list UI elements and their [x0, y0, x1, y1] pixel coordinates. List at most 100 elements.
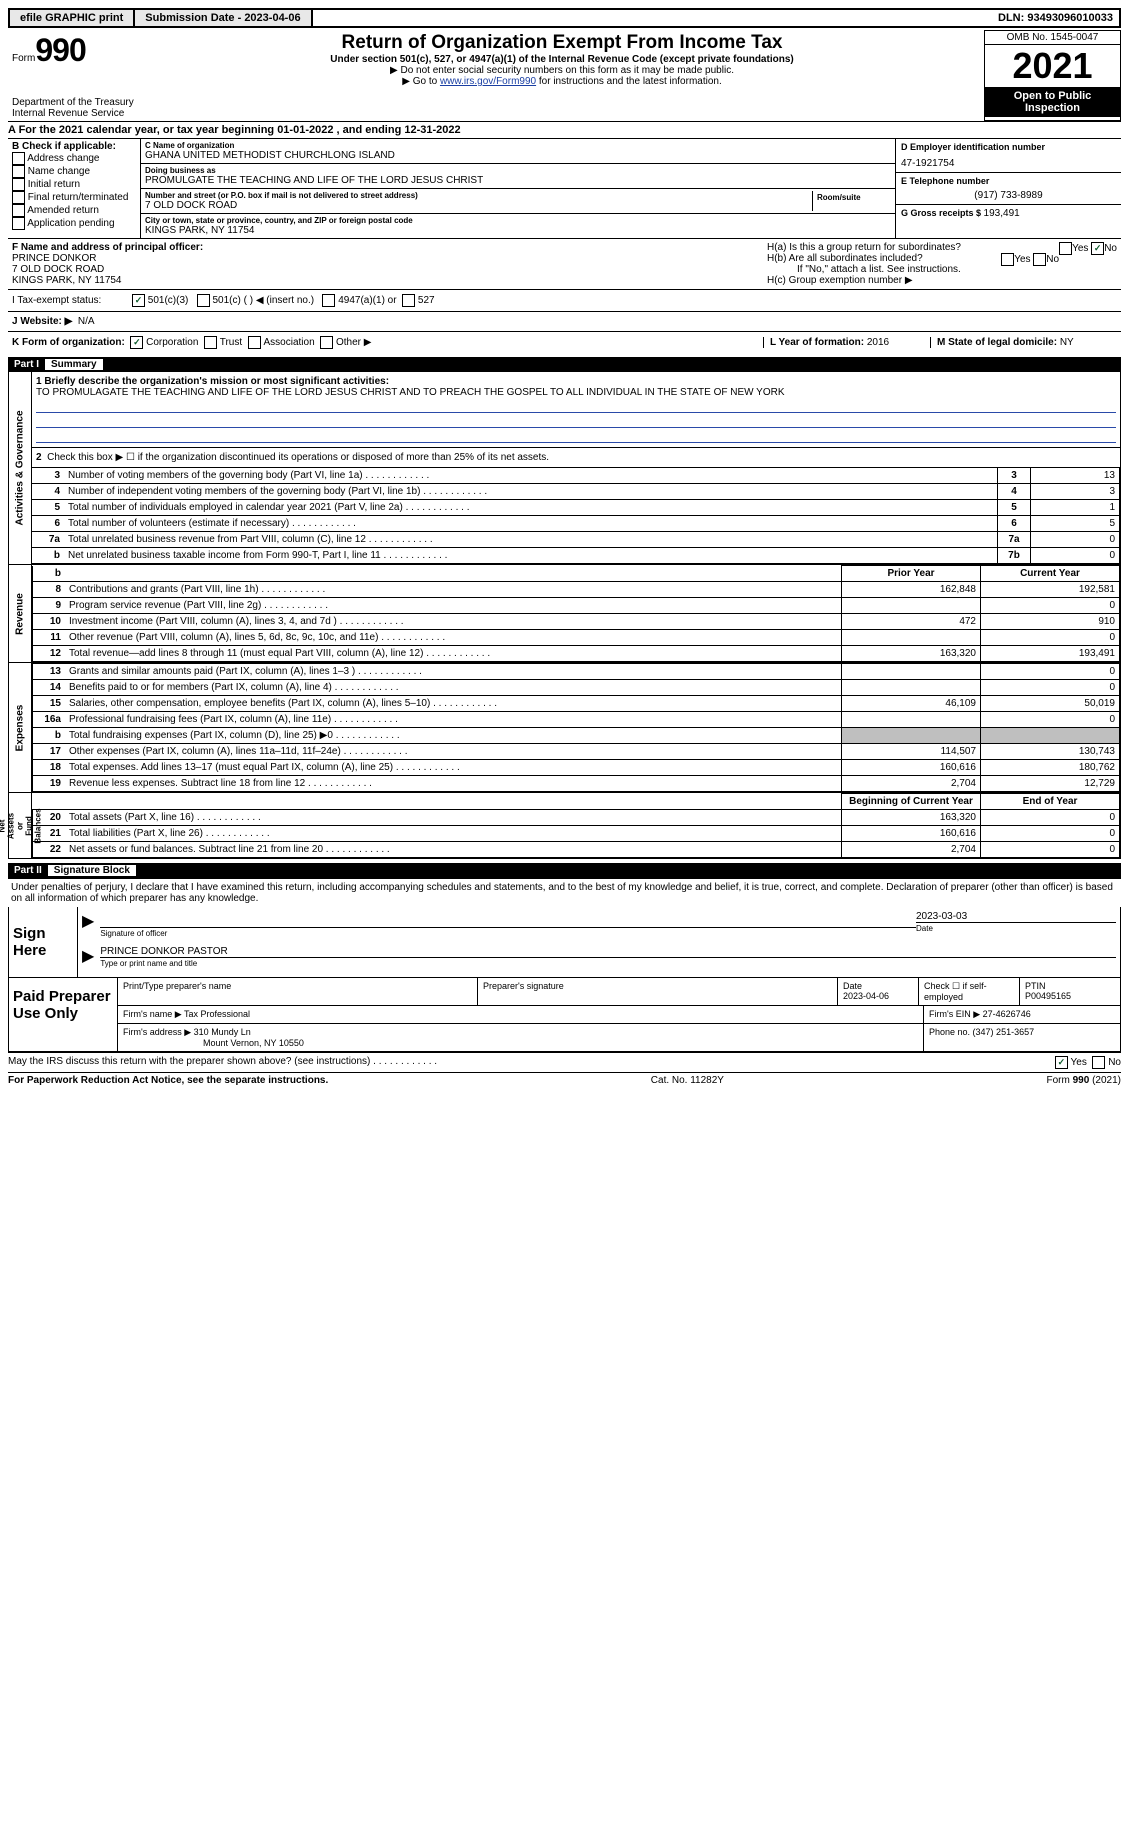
- website-label: J Website: ▶: [12, 316, 72, 327]
- corp-checkbox[interactable]: [130, 336, 143, 349]
- f-h-row: F Name and address of principal officer:…: [8, 238, 1121, 289]
- part-1-num: Part I: [14, 359, 45, 370]
- dba-value: PROMULGATE THE TEACHING AND LIFE OF THE …: [145, 175, 891, 186]
- exp-sidelabel: Expenses: [15, 704, 26, 751]
- status-label: I Tax-exempt status:: [12, 295, 132, 306]
- b-checkbox-item: Amended return: [12, 204, 136, 217]
- b-header: B Check if applicable:: [12, 141, 136, 152]
- period-row: A For the 2021 calendar year, or tax yea…: [8, 121, 1121, 138]
- sig-date: 2023-03-03: [916, 911, 1116, 922]
- gross-value: 193,491: [984, 208, 1020, 219]
- tel-value: (917) 733-8989: [901, 186, 1116, 201]
- sig-name-label: Type or print name and title: [100, 957, 1116, 968]
- city-label: City or town, state or province, country…: [145, 216, 891, 225]
- irs-discuss-row: May the IRS discuss this return with the…: [8, 1052, 1121, 1072]
- discuss-no-checkbox[interactable]: [1092, 1056, 1105, 1069]
- room-label: Room/suite: [817, 193, 887, 202]
- m-label: M State of legal domicile:: [937, 337, 1060, 348]
- city-value: KINGS PARK, NY 11754: [145, 225, 891, 236]
- paid-label: Paid Preparer Use Only: [9, 978, 118, 1051]
- gross-label: G Gross receipts $: [901, 208, 984, 218]
- ha-no-checkbox[interactable]: [1091, 242, 1104, 255]
- line-2: 2 Check this box ▶ ☐ if the organization…: [32, 448, 1120, 467]
- rev-sidelabel: Revenue: [15, 593, 26, 635]
- self-employed-check: Check ☐ if self-employed: [919, 978, 1020, 1005]
- irs-discuss-question: May the IRS discuss this return with the…: [8, 1056, 437, 1069]
- officer-addr2: KINGS PARK, NY 11754: [12, 275, 767, 286]
- pra-notice: For Paperwork Reduction Act Notice, see …: [8, 1075, 328, 1086]
- form-header: Form990 Department of the Treasury Inter…: [8, 30, 1121, 121]
- ha-yes-checkbox[interactable]: [1059, 242, 1072, 255]
- 4947-checkbox[interactable]: [322, 294, 335, 307]
- website-value: N/A: [78, 316, 95, 327]
- preparer-sig-hdr: Preparer's signature: [478, 978, 838, 1005]
- k-label: K Form of organization:: [12, 337, 125, 348]
- firm-name: Tax Professional: [184, 1009, 250, 1019]
- k-l-m-row: K Form of organization: Corporation Trus…: [8, 331, 1121, 353]
- open-inspection: Open to Public Inspection: [985, 87, 1120, 117]
- part-1-header: Part I Summary: [8, 357, 1121, 372]
- dept-label: Department of the Treasury Internal Reve…: [12, 97, 136, 119]
- hb-no-checkbox[interactable]: [1033, 253, 1046, 266]
- officer-addr1: 7 OLD DOCK ROAD: [12, 264, 767, 275]
- 501c3-checkbox[interactable]: [132, 294, 145, 307]
- sign-here-label: Sign Here: [9, 907, 78, 977]
- preparer-date: 2023-04-06: [843, 991, 889, 1001]
- expenses-section: Expenses 13Grants and similar amounts pa…: [8, 663, 1121, 793]
- mission-text: TO PROMULAGATE THE TEACHING AND LIFE OF …: [36, 387, 1116, 398]
- street-value: 7 OLD DOCK ROAD: [145, 200, 812, 211]
- ein-value: 47-1921754: [901, 152, 1116, 169]
- tax-year: 2021: [985, 45, 1120, 87]
- 501c-checkbox[interactable]: [197, 294, 210, 307]
- revenue-section: Revenue bPrior YearCurrent Year8Contribu…: [8, 565, 1121, 663]
- other-checkbox[interactable]: [320, 336, 333, 349]
- expenses-table: 13Grants and similar amounts paid (Part …: [32, 663, 1120, 792]
- firm-ein: 27-4626746: [983, 1009, 1031, 1019]
- gov-sidelabel: Activities & Governance: [15, 410, 26, 525]
- part-2-title: Signature Block: [48, 865, 136, 876]
- footer-line: For Paperwork Reduction Act Notice, see …: [8, 1072, 1121, 1086]
- ein-label: D Employer identification number: [901, 142, 1116, 152]
- hc-row: H(c) Group exemption number ▶: [767, 275, 1117, 286]
- sign-here-block: Sign Here ▶ Signature of officer 2023-03…: [8, 907, 1121, 978]
- paid-preparer-block: Paid Preparer Use Only Print/Type prepar…: [8, 978, 1121, 1052]
- firm-addr2: Mount Vernon, NY 10550: [123, 1038, 304, 1048]
- org-name: GHANA UNITED METHODIST CHURCHLONG ISLAND: [145, 150, 891, 161]
- tel-label: E Telephone number: [901, 176, 1116, 186]
- discuss-yes-checkbox[interactable]: [1055, 1056, 1068, 1069]
- b-checkbox-item: Final return/terminated: [12, 191, 136, 204]
- tax-status-row: I Tax-exempt status: 501(c)(3) 501(c) ( …: [8, 289, 1121, 311]
- trust-checkbox[interactable]: [204, 336, 217, 349]
- mission-label: 1 Briefly describe the organization's mi…: [36, 376, 1116, 387]
- irs-link[interactable]: www.irs.gov/Form990: [440, 76, 536, 87]
- b-checkbox-item: Initial return: [12, 178, 136, 191]
- street-label: Number and street (or P.O. box if mail i…: [145, 191, 812, 200]
- org-name-label: C Name of organization: [145, 141, 891, 150]
- hb-yes-checkbox[interactable]: [1001, 253, 1014, 266]
- m-value: NY: [1060, 337, 1074, 348]
- dba-label: Doing business as: [145, 166, 891, 175]
- cat-number: Cat. No. 11282Y: [651, 1075, 724, 1086]
- 527-checkbox[interactable]: [402, 294, 415, 307]
- b-checkbox-item: Address change: [12, 152, 136, 165]
- governance-table: 3Number of voting members of the governi…: [32, 467, 1120, 564]
- ha-row: H(a) Is this a group return for subordin…: [767, 242, 1117, 253]
- efile-label: efile GRAPHIC print: [10, 10, 135, 26]
- sig-date-label: Date: [916, 922, 1116, 933]
- netassets-section: Net Assets or Fund Balances Beginning of…: [8, 793, 1121, 859]
- dln-label: DLN: 93493096010033: [992, 10, 1119, 26]
- activities-governance-section: Activities & Governance 1 Briefly descri…: [8, 372, 1121, 565]
- form-note-2: ▶ Go to www.irs.gov/Form990 for instruct…: [146, 76, 978, 87]
- submission-date: Submission Date - 2023-04-06: [135, 10, 312, 26]
- part-2-header: Part II Signature Block: [8, 863, 1121, 878]
- officer-name: PRINCE DONKOR: [12, 253, 767, 264]
- form-subtitle: Under section 501(c), 527, or 4947(a)(1)…: [146, 54, 978, 65]
- website-row: J Website: ▶ N/A: [8, 311, 1121, 331]
- ptin-value: P00495165: [1025, 991, 1071, 1001]
- section-b-c-d: B Check if applicable: Address change Na…: [8, 138, 1121, 238]
- hb-note: If "No," attach a list. See instructions…: [767, 264, 1117, 275]
- assoc-checkbox[interactable]: [248, 336, 261, 349]
- top-bar: efile GRAPHIC print Submission Date - 20…: [8, 8, 1121, 28]
- b-checkbox-item: Application pending: [12, 217, 136, 230]
- omb-number: OMB No. 1545-0047: [985, 31, 1120, 45]
